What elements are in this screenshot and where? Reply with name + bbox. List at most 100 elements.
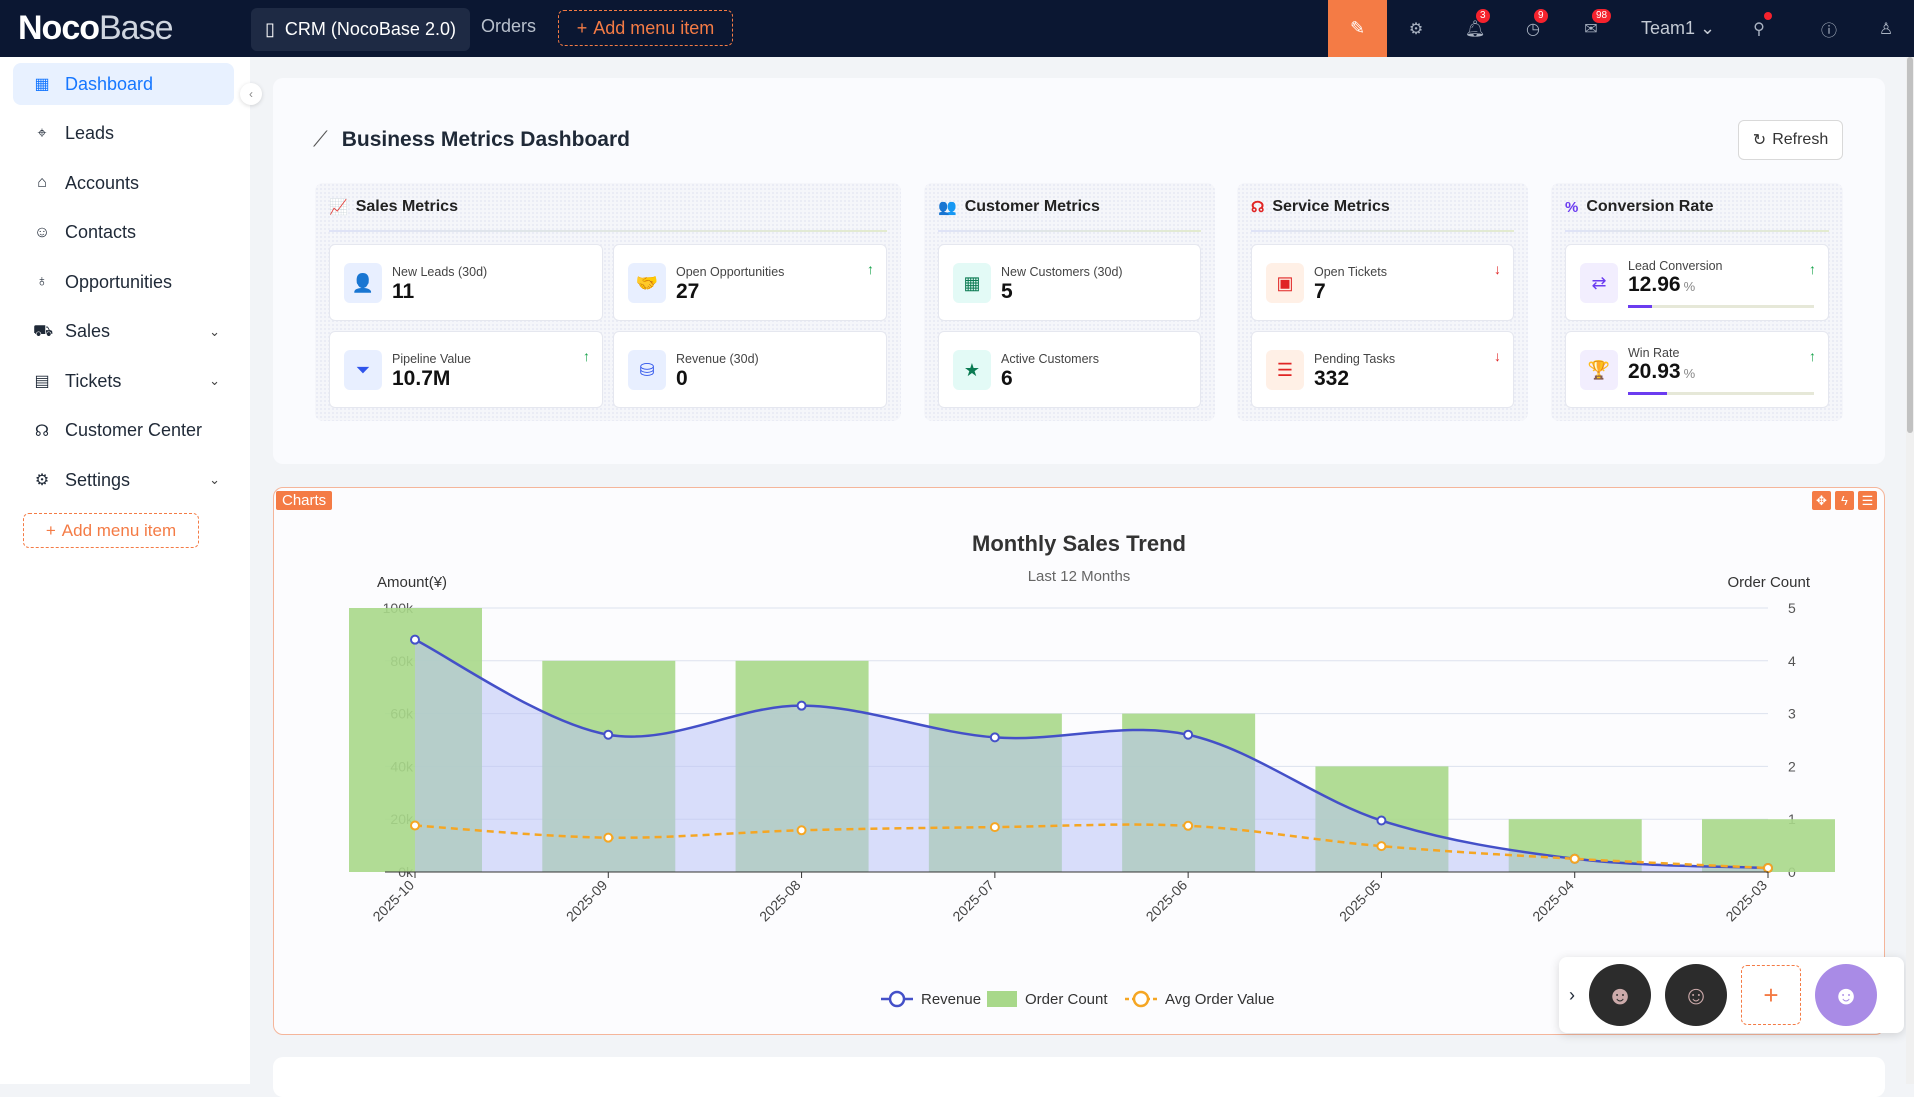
sidebar-item-dashboard[interactable]: ▦ Dashboard [13, 63, 234, 105]
lightning-icon[interactable]: ϟ [1835, 491, 1854, 510]
group-header: % Conversion Rate [1565, 198, 1713, 216]
revenue-point [1376, 815, 1387, 826]
message-icon[interactable]: ✉ 98 [1576, 9, 1612, 44]
search-icon[interactable]: ⚲ [1744, 12, 1774, 44]
metric-card: ☰ Pending Tasks 332 ↓ [1251, 331, 1514, 408]
add-menu-label: Add menu item [61, 520, 177, 540]
avg-order-value-point [989, 822, 1000, 833]
y-axis-right-label: Order Count [1727, 574, 1810, 591]
add-menu-item-button[interactable]: + Add menu item [558, 10, 733, 46]
metric-label: Revenue (30d) [676, 352, 759, 366]
legend-order-count-label: Order Count [1025, 991, 1108, 1008]
sidebar-item-contacts[interactable]: ☺ Contacts [13, 212, 234, 254]
metric-number: 6 [1001, 367, 1013, 390]
metric-number: 7 [1314, 280, 1326, 303]
metric-number: 20.93 [1628, 360, 1681, 383]
refresh-button[interactable]: ↻ Refresh [1738, 120, 1843, 160]
progress-fill [1628, 305, 1653, 308]
sidebar-item-label: Settings [65, 469, 131, 490]
sidebar-item-accounts[interactable]: ⌂ Accounts [13, 162, 234, 204]
group-title: Sales Metrics [355, 198, 458, 215]
scrollbar-thumb[interactable] [1907, 57, 1913, 433]
metric-card: ★ Active Customers 6 [938, 331, 1201, 408]
sidebar-item-leads[interactable]: ⌖ Leads [13, 113, 234, 155]
sidebar-item-opportunities[interactable]: ♁ Opportunities [13, 261, 234, 303]
metric-value: 11 [392, 280, 414, 304]
nocobase-logo[interactable]: Noco Base [18, 8, 173, 48]
ui-editor-toggle[interactable]: ✎ [1328, 0, 1387, 57]
sidebar-item-sales[interactable]: ⛟ Sales ⌄ [13, 311, 234, 353]
menu-icon[interactable]: ☰ [1858, 491, 1877, 510]
metric-value: 7 [1314, 280, 1326, 304]
team-label: Team1 [1641, 18, 1696, 38]
task-badge: 9 [1534, 9, 1548, 23]
sidebar-item-tickets[interactable]: ▤ Tickets ⌄ [13, 360, 234, 402]
refresh-label: Refresh [1772, 131, 1829, 148]
arrow-up-icon: ↑ [1809, 348, 1816, 364]
drag-move-icon[interactable]: ✥ [1812, 491, 1831, 510]
metric-number: 12.96 [1628, 273, 1681, 296]
metric-label: Lead Conversion [1628, 259, 1723, 273]
group-header: 👥 Customer Metrics [938, 198, 1100, 216]
avg-order-value-point [410, 820, 420, 831]
line-chart-icon: ⟋ [313, 128, 328, 151]
revenue-area [415, 639, 1768, 872]
settings-icon[interactable]: ⚙ [1408, 21, 1424, 38]
headset-icon: ☊ [34, 422, 50, 440]
collapse-sidebar-button[interactable]: ‹ [240, 83, 262, 105]
metric-label: Pipeline Value [392, 352, 471, 366]
ai-employee-avatar[interactable]: ☺ [1665, 964, 1727, 1026]
metric-label: Active Customers [1001, 352, 1099, 366]
divider [329, 230, 887, 232]
metric-number: 0 [676, 367, 688, 390]
avg-order-value-point [796, 825, 807, 836]
sidebar-item-settings[interactable]: ⚙ Settings ⌄ [13, 459, 234, 501]
scrollbar[interactable] [1906, 57, 1914, 1084]
help-icon[interactable]: ⓘ [1820, 23, 1837, 40]
add-ai-employee-button[interactable]: + [1741, 965, 1801, 1025]
plus-icon: + [576, 17, 588, 38]
chevron-down-icon: ⌄ [1700, 18, 1716, 38]
metric-group-service-metrics: ☊ Service Metrics ▣ Open Tickets 7 ↓ ☰ Pending … [1237, 183, 1528, 421]
line-chart-icon: 📈 [329, 199, 348, 216]
ai-team-avatar[interactable]: ☻ [1815, 964, 1877, 1026]
chevron-right-icon[interactable]: › [1569, 984, 1575, 1005]
metric-card: 🏆 Win Rate 20.93% ↑ [1565, 331, 1829, 408]
avg-order-value-point [1183, 820, 1194, 831]
bar-chart-icon: ▦ [34, 76, 50, 93]
team-selector[interactable]: Team1 ⌄ [1641, 18, 1715, 39]
metric-label: Pending Tasks [1314, 352, 1396, 366]
arrow-down-icon: ↓ [1494, 348, 1501, 364]
task-check-icon[interactable]: ◷ 9 [1518, 9, 1548, 44]
chart-toolbar: ✥ ϟ ☰ [1812, 491, 1877, 510]
progress-bar [1628, 305, 1814, 308]
users-icon: 👥 [938, 199, 957, 216]
logo-text-bold: Noco [18, 8, 100, 47]
metric-number: 11 [392, 280, 415, 303]
dashboard-title: ⟋ Business Metrics Dashboard [313, 128, 630, 152]
y-right-tick-label: 4 [1788, 653, 1796, 669]
sidebar-item-label: Leads [65, 123, 115, 143]
metric-label: Win Rate [1628, 346, 1680, 360]
app-tab-label: CRM (NocoBase 2.0) [284, 19, 456, 39]
plus-icon: + [45, 520, 56, 540]
group-header: ☊ Service Metrics [1251, 198, 1390, 216]
metric-group-sales-metrics: 📈 Sales Metrics 👤 New Leads (30d) 11 🤝 Open Op… [315, 183, 901, 421]
notification-bell-icon[interactable]: 🔔︎ 3 [1460, 9, 1490, 44]
legend-revenue-label: Revenue [921, 991, 981, 1008]
menu-orders[interactable]: Orders [481, 16, 537, 36]
user-icon[interactable]: ♙ [1878, 21, 1894, 38]
gear-icon: ⚙ [34, 472, 50, 489]
sidebar [0, 57, 250, 1084]
document-icon: ▯ [265, 19, 275, 39]
star-icon: ★ [953, 350, 991, 390]
sidebar-add-menu-item[interactable]: + Add menu item [23, 513, 199, 548]
contacts-icon: ☺ [33, 223, 51, 241]
chart-title: Monthly Sales Trend [972, 531, 1186, 556]
sidebar-item-customer-center[interactable]: ☊ Customer Center [13, 410, 234, 452]
building-icon: ▦ [953, 263, 991, 303]
app-tab-crm[interactable]: ▯ CRM (NocoBase 2.0) [251, 8, 470, 51]
cart-icon: ⛟ [33, 322, 54, 340]
ai-employee-avatar[interactable]: ☻ [1589, 964, 1651, 1026]
notification-badge: 3 [1476, 9, 1490, 23]
